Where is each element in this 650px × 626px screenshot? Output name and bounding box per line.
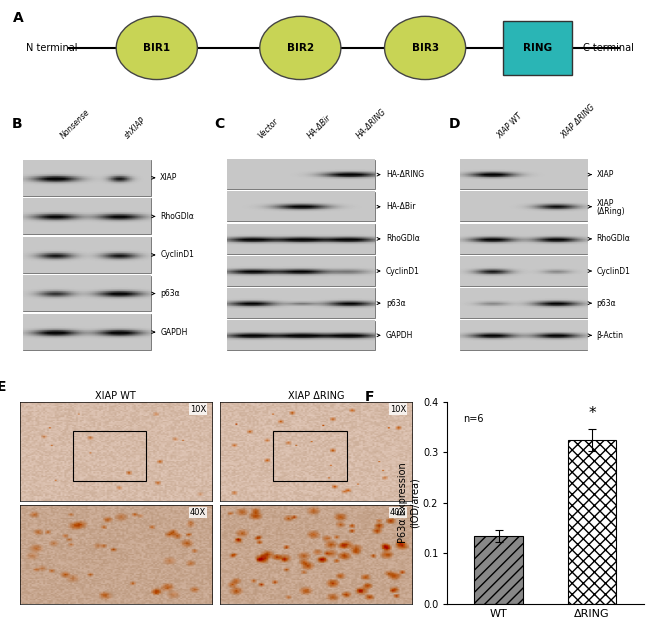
Bar — [460, 192, 587, 222]
Bar — [503, 21, 572, 75]
Text: (ΔRing): (ΔRing) — [597, 207, 625, 216]
Text: RING: RING — [523, 43, 552, 53]
Bar — [23, 237, 151, 273]
Bar — [460, 160, 587, 189]
Text: HA-ΔRING: HA-ΔRING — [355, 108, 388, 141]
Text: XIAP: XIAP — [160, 173, 177, 182]
Bar — [227, 224, 375, 254]
Bar — [474, 536, 523, 604]
Text: A: A — [13, 11, 24, 25]
Text: CyclinD1: CyclinD1 — [386, 267, 420, 275]
Text: Vector: Vector — [256, 117, 280, 141]
Bar — [460, 321, 587, 350]
Bar — [23, 160, 151, 196]
Text: XIAP: XIAP — [597, 170, 614, 179]
Text: GAPDH: GAPDH — [160, 327, 188, 337]
Text: C terminal: C terminal — [583, 43, 634, 53]
Text: XIAP: XIAP — [597, 199, 614, 208]
Ellipse shape — [260, 16, 341, 80]
Text: BIR1: BIR1 — [143, 43, 170, 53]
Bar — [227, 160, 375, 189]
Text: XIAP WT: XIAP WT — [495, 112, 524, 141]
Text: D: D — [448, 117, 460, 131]
Text: XIAP ΔRING: XIAP ΔRING — [559, 103, 597, 141]
Text: Nonsense: Nonsense — [59, 108, 92, 141]
Ellipse shape — [385, 16, 465, 80]
Title: XIAP ΔRING: XIAP ΔRING — [287, 391, 344, 401]
Title: XIAP WT: XIAP WT — [96, 391, 136, 401]
Bar — [73, 431, 146, 481]
Text: p63α: p63α — [160, 289, 180, 298]
Bar — [460, 289, 587, 318]
Text: β-Actin: β-Actin — [597, 331, 623, 340]
Text: BIR2: BIR2 — [287, 43, 314, 53]
Bar — [227, 289, 375, 318]
Text: HA-ΔBir: HA-ΔBir — [386, 202, 415, 211]
Bar — [460, 256, 587, 285]
Text: shXIAP: shXIAP — [123, 116, 148, 141]
Bar — [227, 192, 375, 222]
Text: 40X: 40X — [390, 508, 406, 517]
Text: GAPDH: GAPDH — [386, 331, 413, 340]
Text: HA-ΔRING: HA-ΔRING — [386, 170, 424, 179]
Text: F: F — [365, 389, 374, 404]
Text: 40X: 40X — [190, 508, 206, 517]
Text: *: * — [588, 406, 596, 421]
Text: 10X: 10X — [390, 404, 406, 414]
Text: N terminal: N terminal — [26, 43, 77, 53]
Text: n=6: n=6 — [463, 414, 484, 424]
Bar — [227, 321, 375, 350]
Ellipse shape — [116, 16, 198, 80]
Bar — [460, 224, 587, 254]
Y-axis label: P63α Expression
(IOD/area): P63α Expression (IOD/area) — [398, 463, 420, 543]
Text: RhoGDIα: RhoGDIα — [597, 234, 630, 244]
Text: CyclinD1: CyclinD1 — [597, 267, 630, 275]
Bar — [23, 198, 151, 234]
Text: p63α: p63α — [386, 299, 406, 307]
Text: E: E — [0, 380, 6, 394]
Text: CyclinD1: CyclinD1 — [160, 250, 194, 259]
Text: RhoGDIα: RhoGDIα — [386, 234, 420, 244]
Text: 10X: 10X — [190, 404, 206, 414]
Text: RhoGDIα: RhoGDIα — [160, 212, 194, 221]
Bar — [23, 275, 151, 312]
Text: p63α: p63α — [597, 299, 616, 307]
Text: BIR3: BIR3 — [411, 43, 439, 53]
Text: B: B — [12, 117, 23, 131]
Text: C: C — [214, 117, 224, 131]
Bar — [568, 439, 616, 604]
Bar — [227, 256, 375, 285]
Bar — [23, 314, 151, 350]
Text: HA-ΔBir: HA-ΔBir — [306, 113, 333, 141]
Bar — [274, 431, 346, 481]
